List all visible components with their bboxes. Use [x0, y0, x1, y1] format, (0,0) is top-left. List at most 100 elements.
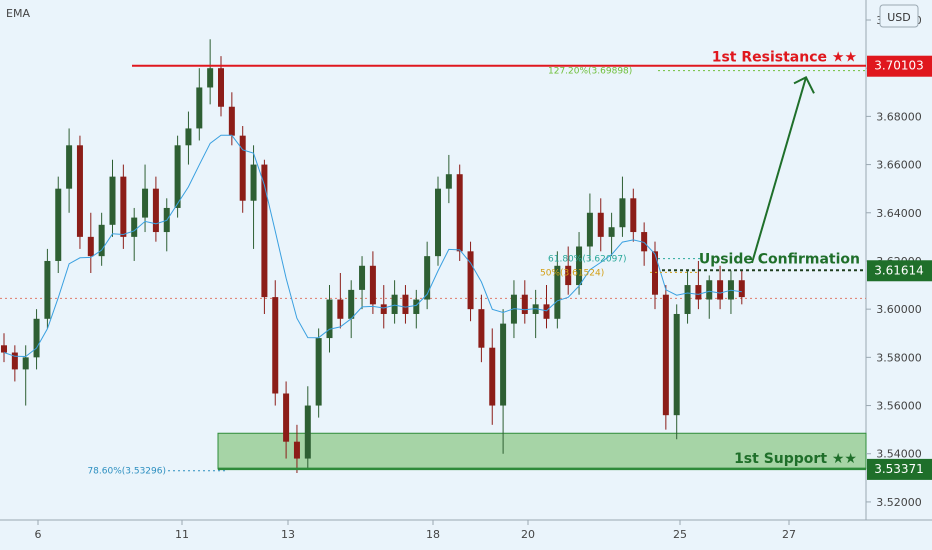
- candle-body: [586, 212, 593, 247]
- candle-body: [391, 294, 398, 314]
- candle-body: [1, 345, 7, 353]
- candle-body: [521, 294, 528, 314]
- candle-body: [456, 174, 463, 252]
- candle-body: [717, 280, 724, 300]
- y-tick-label: 3.54000: [876, 448, 922, 461]
- candle-body: [554, 265, 561, 319]
- candle-body: [435, 188, 441, 257]
- support-label: 1st Support ★★: [734, 451, 857, 467]
- x-tick-label: 11: [175, 528, 189, 541]
- x-tick-label: 25: [673, 528, 687, 541]
- fib-level-label: 127.20%(3.69898): [548, 67, 632, 77]
- currency-label: USD: [887, 11, 911, 24]
- candle-body: [239, 135, 246, 201]
- confirmation-label: Upside Confirmation: [699, 251, 860, 267]
- x-tick-label: 6: [35, 528, 42, 541]
- candle-body: [424, 256, 431, 300]
- fibonacci-levels: 127.20%(3.69898) 61.80%(3.62097) 50%(3.615…: [87, 67, 866, 477]
- candle-body: [315, 338, 322, 406]
- candle-body: [283, 393, 290, 442]
- candle-body: [619, 198, 626, 228]
- candle-body: [142, 188, 149, 218]
- candle-body: [380, 304, 387, 314]
- y-tick-label: 3.60000: [876, 303, 922, 316]
- fib-level-label: 78.60%(3.53296): [87, 467, 166, 477]
- candle-body: [652, 251, 658, 295]
- candle-body: [478, 309, 485, 348]
- y-tick-label: 3.68000: [876, 110, 922, 123]
- candle-body: [706, 280, 713, 300]
- candle-body: [87, 236, 94, 257]
- y-tick-label: 3.58000: [876, 351, 922, 364]
- candle-body: [109, 176, 116, 225]
- candle-body: [304, 405, 311, 459]
- candle-body: [510, 294, 517, 324]
- candle-body: [326, 299, 333, 339]
- candle-body: [76, 145, 83, 237]
- resistance-badge: [867, 55, 932, 77]
- x-axis-ticks: 6 11 13 18 20 25 27: [35, 520, 796, 541]
- candle-body: [185, 128, 192, 146]
- support-badge: [867, 458, 932, 480]
- candle-body: [500, 323, 507, 406]
- candle-body: [348, 289, 355, 319]
- projection-arrow: [751, 77, 807, 264]
- candle-body: [131, 217, 138, 237]
- candle-body: [641, 232, 648, 252]
- x-tick-label: 27: [782, 528, 796, 541]
- candle-body: [98, 224, 105, 257]
- y-tick-label: 3.64000: [876, 207, 922, 220]
- resistance-label: 1st Resistance ★★: [712, 50, 857, 66]
- projection-arrowhead: [793, 76, 815, 94]
- y-tick-label: 3.52000: [876, 496, 922, 509]
- candle-body: [33, 318, 40, 358]
- candle-body: [630, 198, 637, 233]
- candle-body: [55, 188, 62, 261]
- confirmation-badge-value: 3.61614: [874, 263, 924, 277]
- confirmation-badge: [867, 260, 932, 282]
- candle-body: [402, 294, 409, 314]
- currency-button[interactable]: [879, 4, 919, 28]
- candle-body: [369, 265, 376, 305]
- x-tick-label: 13: [281, 528, 295, 541]
- support-zone: [217, 432, 867, 470]
- candle-body: [293, 441, 300, 459]
- candle-body: [597, 212, 604, 237]
- candle-body: [22, 357, 29, 370]
- candle-body: [120, 176, 127, 237]
- candle-body: [532, 304, 539, 314]
- y-tick-label: 3.66000: [876, 159, 922, 172]
- fib-level-label: 50%(3.61524): [540, 268, 604, 278]
- candle-body: [250, 164, 257, 201]
- indicator-label: EMA: [6, 7, 30, 20]
- candle-body: [337, 299, 344, 319]
- candle-body: [196, 87, 203, 129]
- candlestick-series: [1, 39, 745, 474]
- candle-body: [489, 347, 496, 406]
- candle-body: [608, 227, 615, 237]
- candle-body: [261, 164, 268, 298]
- candle-body: [543, 304, 550, 319]
- candle-body: [228, 106, 235, 136]
- support-badge-value: 3.53371: [874, 462, 924, 476]
- resistance-badge-value: 3.70103: [874, 59, 924, 73]
- x-tick-label: 20: [521, 528, 535, 541]
- candle-body: [413, 299, 420, 314]
- candle-body: [695, 285, 702, 300]
- y-tick-label: 3.56000: [876, 400, 922, 413]
- candle-body: [359, 265, 366, 290]
- candle-body: [272, 297, 279, 394]
- candle-body: [673, 313, 680, 416]
- ema-line: [3, 134, 742, 358]
- candle-body: [445, 174, 452, 189]
- candle-body: [174, 145, 181, 208]
- candle-body: [152, 188, 159, 233]
- candle-body: [207, 68, 214, 88]
- candle-body: [11, 352, 18, 370]
- fib-level-label: 61.80%(3.62097): [548, 255, 627, 265]
- candle-body: [218, 68, 224, 107]
- candle-body: [662, 294, 669, 416]
- candle-body: [684, 285, 691, 314]
- candle-body: [66, 145, 73, 189]
